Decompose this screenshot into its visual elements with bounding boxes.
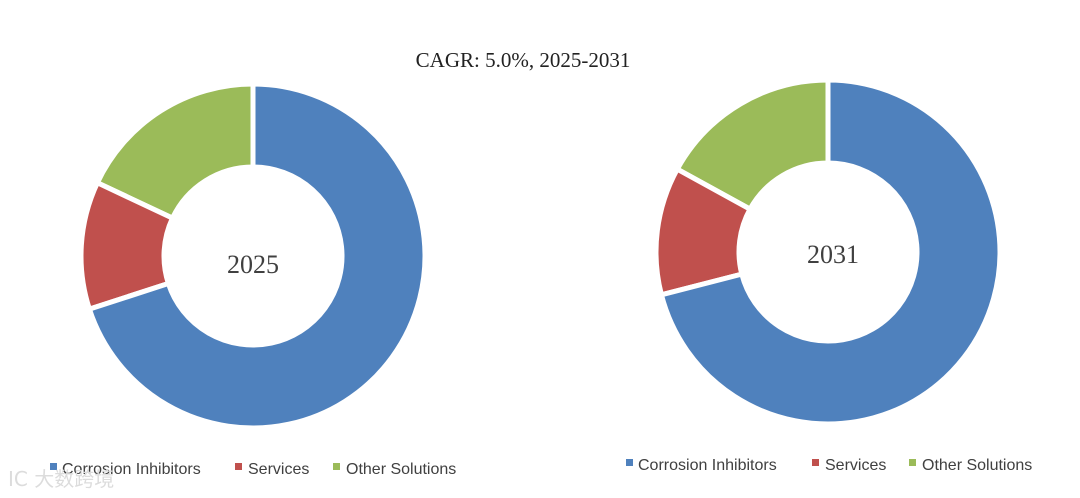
center-label-2025: 2025 — [227, 250, 279, 279]
legend-swatch-services — [812, 459, 819, 466]
legend-label-services: Services — [825, 457, 886, 474]
center-label-2031: 2031 — [807, 240, 859, 269]
watermark: IC 大数跨境 — [8, 467, 114, 491]
chart-title: CAGR: 5.0%, 2025-2031 — [416, 48, 631, 72]
legend-swatch-other-solutions — [909, 459, 916, 466]
legend-2031: Corrosion Inhibitors Services Other Solu… — [626, 457, 1032, 474]
legend-swatch-services — [235, 463, 242, 470]
slice-services-2031 — [653, 165, 754, 298]
slice-services-2025 — [78, 179, 176, 313]
legend-swatch-corrosion-inhibitors — [626, 459, 633, 466]
legend-label-corrosion-inhibitors: Corrosion Inhibitors — [62, 461, 201, 478]
legend-label-services: Services — [248, 461, 309, 478]
slice-corrosion-inhibitors-2031 — [658, 77, 1003, 427]
legend-2025: Corrosion Inhibitors Services Other Solu… — [50, 461, 456, 478]
donut-chart-2031: 2031 — [653, 77, 1003, 427]
slice-other-solutions-2025 — [94, 81, 256, 222]
legend-label-other-solutions: Other Solutions — [922, 457, 1032, 474]
legend-swatch-corrosion-inhibitors — [50, 463, 57, 470]
donut-chart-2025: 2025 — [78, 81, 428, 431]
legend-swatch-other-solutions — [333, 463, 340, 470]
legend-label-corrosion-inhibitors: Corrosion Inhibitors — [638, 457, 777, 474]
slice-corrosion-inhibitors-2025 — [86, 81, 428, 431]
legend-label-other-solutions: Other Solutions — [346, 461, 456, 478]
